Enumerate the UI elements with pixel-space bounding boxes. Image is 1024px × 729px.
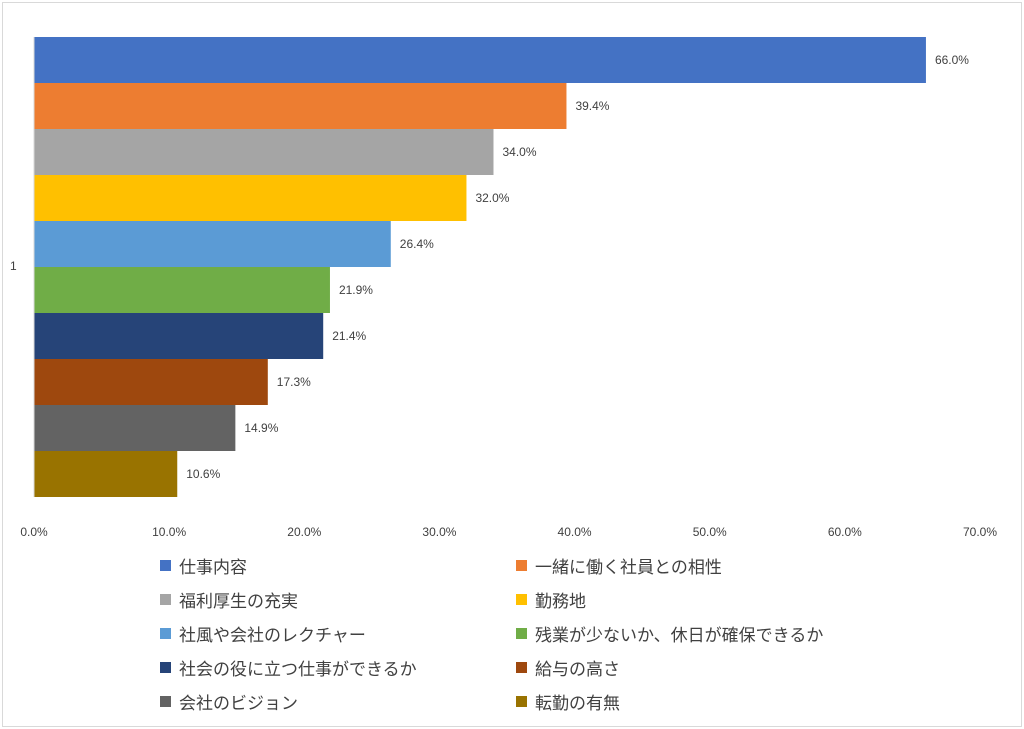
legend-item-9: 会社のビジョン xyxy=(160,689,516,714)
legend-item-2: 一緒に働く社員との相性 xyxy=(516,553,916,578)
legend-item-7: 社会の役に立つ仕事ができるか xyxy=(160,655,516,680)
data-label-3: 34.0% xyxy=(502,145,536,159)
x-tick-label-1: 10.0% xyxy=(152,525,186,539)
legend: 仕事内容 一緒に働く社員との相性福利厚生の充実 勤務地社風や会社のレクチャー 残業が少… xyxy=(160,553,920,714)
legend-swatch xyxy=(516,593,527,605)
bar-2 xyxy=(34,83,567,129)
legend-swatch xyxy=(516,627,527,639)
data-label-4: 32.0% xyxy=(475,191,509,205)
legend-swatch xyxy=(160,627,171,639)
bar-8 xyxy=(34,359,268,405)
data-label-8: 17.3% xyxy=(277,375,311,389)
legend-label: 勤務地 xyxy=(535,591,586,612)
legend-swatch xyxy=(516,695,527,707)
bar-3 xyxy=(34,129,494,175)
bar-9 xyxy=(34,405,236,451)
data-label-9: 14.9% xyxy=(244,421,278,435)
data-label-1: 66.0% xyxy=(935,53,969,67)
data-label-5: 26.4% xyxy=(400,237,434,251)
category-label: 1 xyxy=(10,259,17,273)
legend-item-3: 福利厚生の充実 xyxy=(160,587,516,612)
legend-label: 会社のビジョン xyxy=(179,693,298,714)
bar-10 xyxy=(34,451,178,497)
legend-label: 給与の高さ xyxy=(535,659,620,680)
data-label-7: 21.4% xyxy=(332,329,366,343)
legend-item-6: 残業が少ないか、休日が確保できるか xyxy=(516,621,916,646)
x-tick-label-6: 60.0% xyxy=(828,525,862,539)
x-tick-label-4: 40.0% xyxy=(558,525,592,539)
bar-6 xyxy=(34,267,330,313)
x-tick-label-7: 70.0% xyxy=(963,525,997,539)
legend-swatch xyxy=(160,695,171,707)
bars-group xyxy=(34,37,926,497)
bar-1 xyxy=(34,37,926,83)
bar-5 xyxy=(34,221,391,267)
legend-swatch xyxy=(160,559,171,571)
legend-label: 残業が少ないか、休日が確保できるか xyxy=(535,625,824,646)
bar-4 xyxy=(34,175,467,221)
legend-label: 社会の役に立つ仕事ができるか xyxy=(179,659,417,680)
data-label-6: 21.9% xyxy=(339,283,373,297)
legend-item-5: 社風や会社のレクチャー xyxy=(160,621,516,646)
legend-label: 福利厚生の充実 xyxy=(179,591,298,612)
legend-item-1: 仕事内容 xyxy=(160,553,516,578)
x-tick-label-5: 50.0% xyxy=(693,525,727,539)
data-labels-group: 66.0% 39.4% 34.0% 32.0% 26.4% 21.9% 21.4% 17.3%… xyxy=(186,53,969,481)
x-axis-ticks: 0.0% 10.0% 20.0% 30.0% 40.0% 50.0% 60.0% 70.0% xyxy=(20,525,997,539)
legend-label: 一緒に働く社員との相性 xyxy=(535,557,722,578)
x-tick-label-2: 20.0% xyxy=(287,525,321,539)
legend-label: 仕事内容 xyxy=(179,557,247,578)
legend-label: 社風や会社のレクチャー xyxy=(179,625,366,646)
x-tick-label-0: 0.0% xyxy=(20,525,48,539)
legend-swatch xyxy=(516,661,527,673)
legend-item-10: 転勤の有無 xyxy=(516,689,916,714)
legend-label: 転勤の有無 xyxy=(535,693,620,714)
data-label-2: 39.4% xyxy=(575,99,609,113)
legend-swatch xyxy=(160,593,171,605)
data-label-10: 10.6% xyxy=(186,467,220,481)
legend-item-4: 勤務地 xyxy=(516,587,916,612)
legend-item-8: 給与の高さ xyxy=(516,655,916,680)
x-tick-label-3: 30.0% xyxy=(422,525,456,539)
legend-swatch xyxy=(516,559,527,571)
bar-7 xyxy=(34,313,324,359)
legend-swatch xyxy=(160,661,171,673)
